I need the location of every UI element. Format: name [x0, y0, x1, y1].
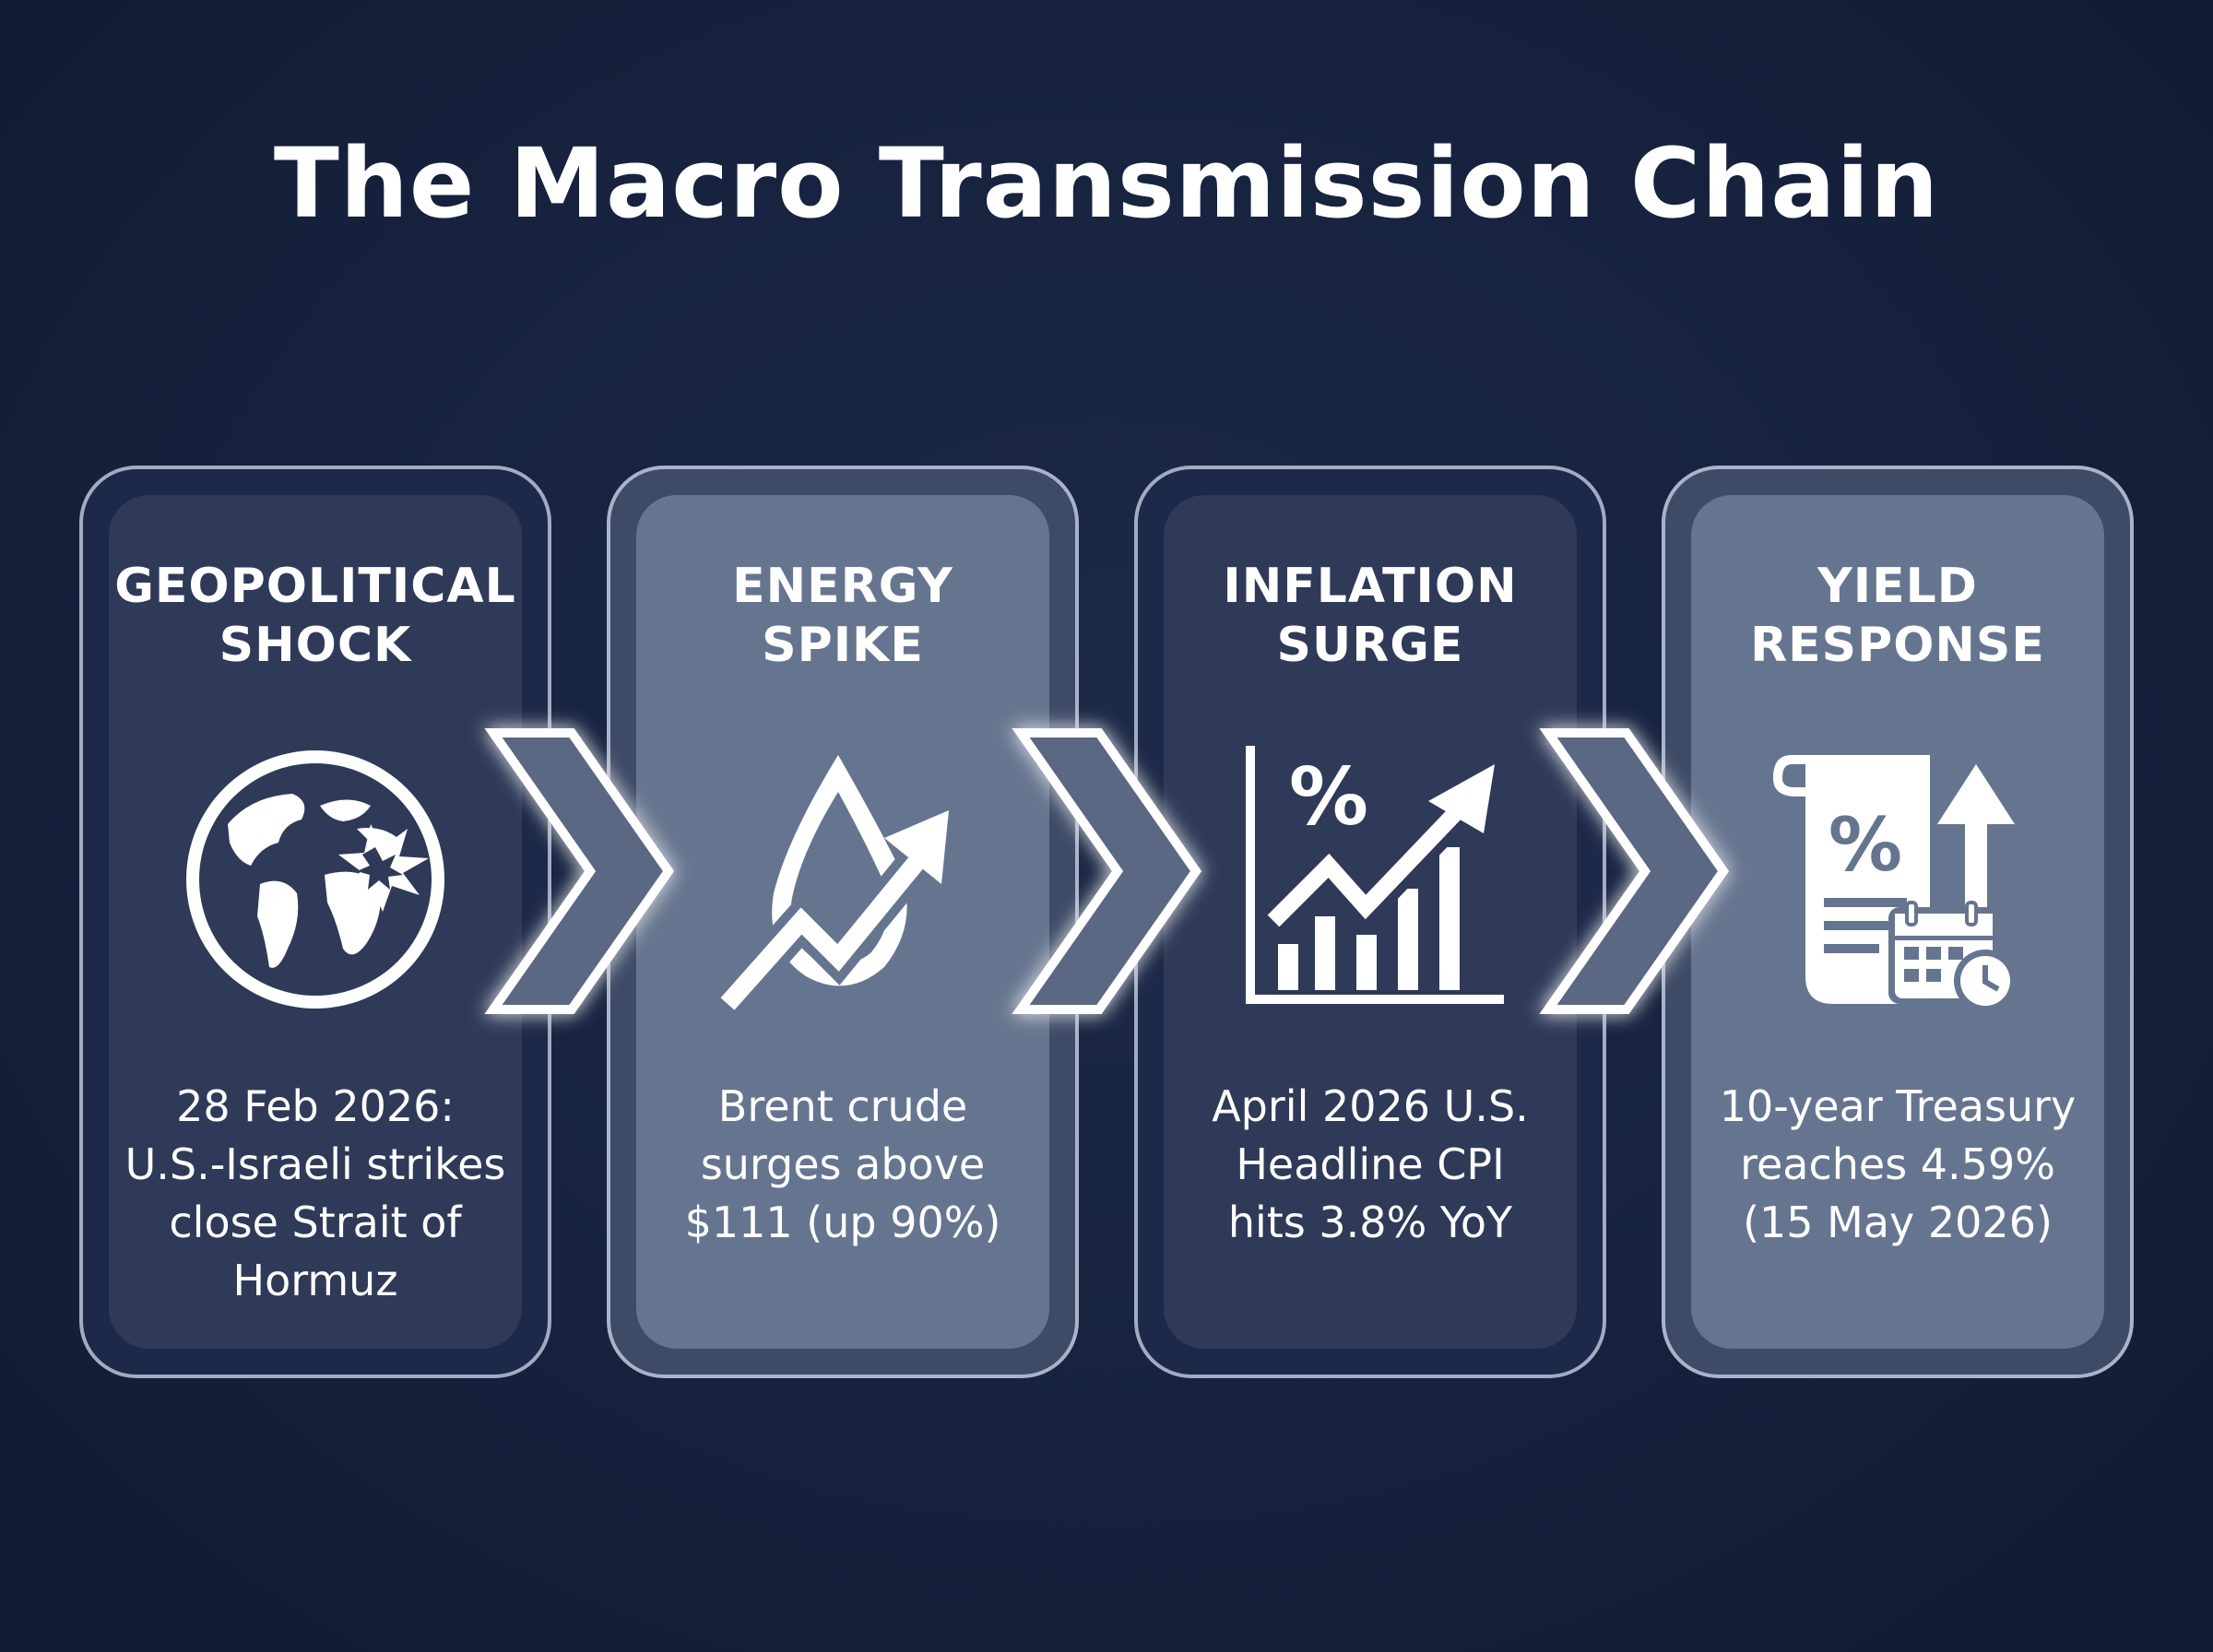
- step-description: April 2026 U.S. Headline CPI hits 3.8% Y…: [1138, 1078, 1603, 1252]
- step-title-line: SURGE: [1276, 618, 1464, 673]
- step-title-line: GEOPOLITICAL: [114, 559, 516, 614]
- step-card-energy-spike: ENERGY SPIKE Brent crude surges above $1…: [607, 466, 1079, 1378]
- step-title: INFLATION SURGE: [1138, 557, 1603, 675]
- step-description-line: 28 Feb 2026:: [176, 1081, 455, 1131]
- page-title: The Macro Transmission Chain: [273, 127, 1940, 240]
- step-description-line: surges above: [700, 1139, 986, 1189]
- step-description: 28 Feb 2026: U.S.-Israeli strikes close …: [83, 1078, 548, 1310]
- step-description-line: U.S.-Israeli strikes: [124, 1139, 506, 1189]
- step-description-line: April 2026 U.S.: [1212, 1081, 1529, 1131]
- step-card-geopolitical-shock: GEOPOLITICAL SHOCK 28 Feb 2026: U.S.-Isr…: [79, 466, 551, 1378]
- svg-text:%: %: [1289, 751, 1368, 844]
- chevron-right-icon: [1539, 724, 1733, 1019]
- step-title-line: ENERGY: [732, 559, 953, 614]
- step-title-line: RESPONSE: [1750, 618, 2045, 673]
- step-description-line: reaches 4.59%: [1740, 1139, 2055, 1189]
- chevron-right-icon: [1012, 724, 1205, 1019]
- globe-explosion-icon: [172, 737, 458, 1022]
- step-description: 10-year Treasury reaches 4.59% (15 May 2…: [1665, 1078, 2130, 1252]
- step-title-line: INFLATION: [1223, 559, 1518, 614]
- svg-text:%: %: [1828, 802, 1902, 888]
- oil-drop-rising-arrow-icon: [700, 737, 986, 1022]
- step-card-inflation-surge: INFLATION SURGE % April 2026 U.S. Headli…: [1134, 466, 1606, 1378]
- step-description-line: hits 3.8% YoY: [1227, 1198, 1513, 1247]
- step-title-line: SHOCK: [219, 618, 412, 673]
- step-title: GEOPOLITICAL SHOCK: [83, 557, 548, 675]
- step-description-line: $111 (up 90%): [684, 1198, 1001, 1247]
- step-description-line: (15 May 2026): [1743, 1198, 2053, 1247]
- step-title: ENERGY SPIKE: [610, 557, 1075, 675]
- step-description-line: 10-year Treasury: [1719, 1081, 2077, 1131]
- step-title-line: SPIKE: [762, 618, 924, 673]
- step-title: YIELD RESPONSE: [1665, 557, 2130, 675]
- bond-document-calendar-icon: %: [1755, 737, 2041, 1022]
- step-title-line: YIELD: [1817, 559, 1978, 614]
- step-card-yield-response: YIELD RESPONSE %: [1662, 466, 2134, 1378]
- chevron-right-icon: [484, 724, 678, 1019]
- step-description-line: close Strait of: [169, 1198, 462, 1247]
- percent-rising-chart-icon: %: [1227, 737, 1513, 1022]
- step-description: Brent crude surges above $111 (up 90%): [610, 1078, 1075, 1252]
- step-description-line: Headline CPI: [1236, 1139, 1505, 1189]
- step-description-line: Brent crude: [717, 1081, 968, 1131]
- step-description-line: Hormuz: [232, 1256, 398, 1305]
